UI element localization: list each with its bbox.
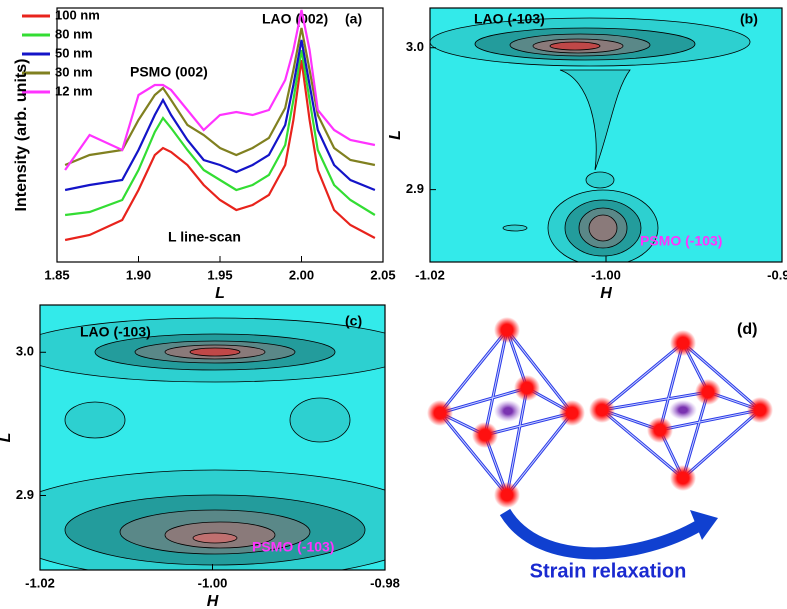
legend-label: 100 nm — [55, 7, 100, 22]
legend-label: 50 nm — [55, 45, 93, 60]
x-tick-label: 1.90 — [126, 267, 151, 282]
contour-map — [40, 305, 385, 570]
panel-label: (d) — [737, 321, 757, 338]
y-axis-label: L — [0, 433, 14, 443]
annotation: LAO (002) — [262, 11, 328, 27]
x-tick-label: -1.02 — [415, 267, 445, 282]
y-axis-label: Intensity (arb. units) — [13, 59, 30, 212]
x-tick-label: -0.98 — [370, 575, 400, 590]
x-tick-label: 2.00 — [289, 267, 314, 282]
annotation: L line-scan — [168, 229, 241, 245]
x-tick-label: -1.02 — [25, 575, 55, 590]
x-tick-label: 1.85 — [44, 267, 69, 282]
caption: Strain relaxation — [530, 560, 687, 582]
plot-frame — [56, 7, 384, 263]
x-axis-label: H — [207, 593, 219, 609]
y-tick-label: 2.9 — [16, 487, 34, 502]
line-series — [64, 59, 376, 242]
panel-label: (a) — [345, 11, 362, 27]
x-tick-label: -1.00 — [591, 267, 621, 282]
x-axis-label: H — [600, 285, 612, 302]
x-tick-label: -1.00 — [198, 575, 228, 590]
legend-label: 12 nm — [55, 83, 93, 98]
panel-label: (c) — [345, 313, 362, 329]
annotation: LAO (-103) — [80, 324, 151, 340]
x-tick-label: -0.98 — [767, 267, 787, 282]
annotation: PSMO (002) — [130, 64, 208, 80]
line-series — [64, 9, 376, 171]
octahedra — [427, 317, 773, 560]
x-tick-label: 1.95 — [207, 267, 232, 282]
legend-label: 80 nm — [55, 26, 93, 41]
x-tick-label: 2.05 — [370, 267, 395, 282]
line-series — [64, 49, 376, 217]
x-axis-label: L — [215, 285, 225, 302]
y-tick-label: 3.0 — [16, 344, 34, 359]
annotation: PSMO (-103) — [640, 233, 722, 249]
annotation: LAO (-103) — [474, 11, 545, 27]
contour-map — [430, 8, 782, 262]
y-tick-label: 3.0 — [406, 39, 424, 54]
legend-label: 30 nm — [55, 64, 93, 79]
line-series — [64, 27, 376, 167]
line-series — [64, 39, 376, 192]
y-tick-label: 2.9 — [406, 181, 424, 196]
panel-label: (b) — [740, 11, 758, 27]
y-axis-label: L — [387, 130, 404, 140]
annotation: PSMO (-103) — [252, 539, 334, 555]
